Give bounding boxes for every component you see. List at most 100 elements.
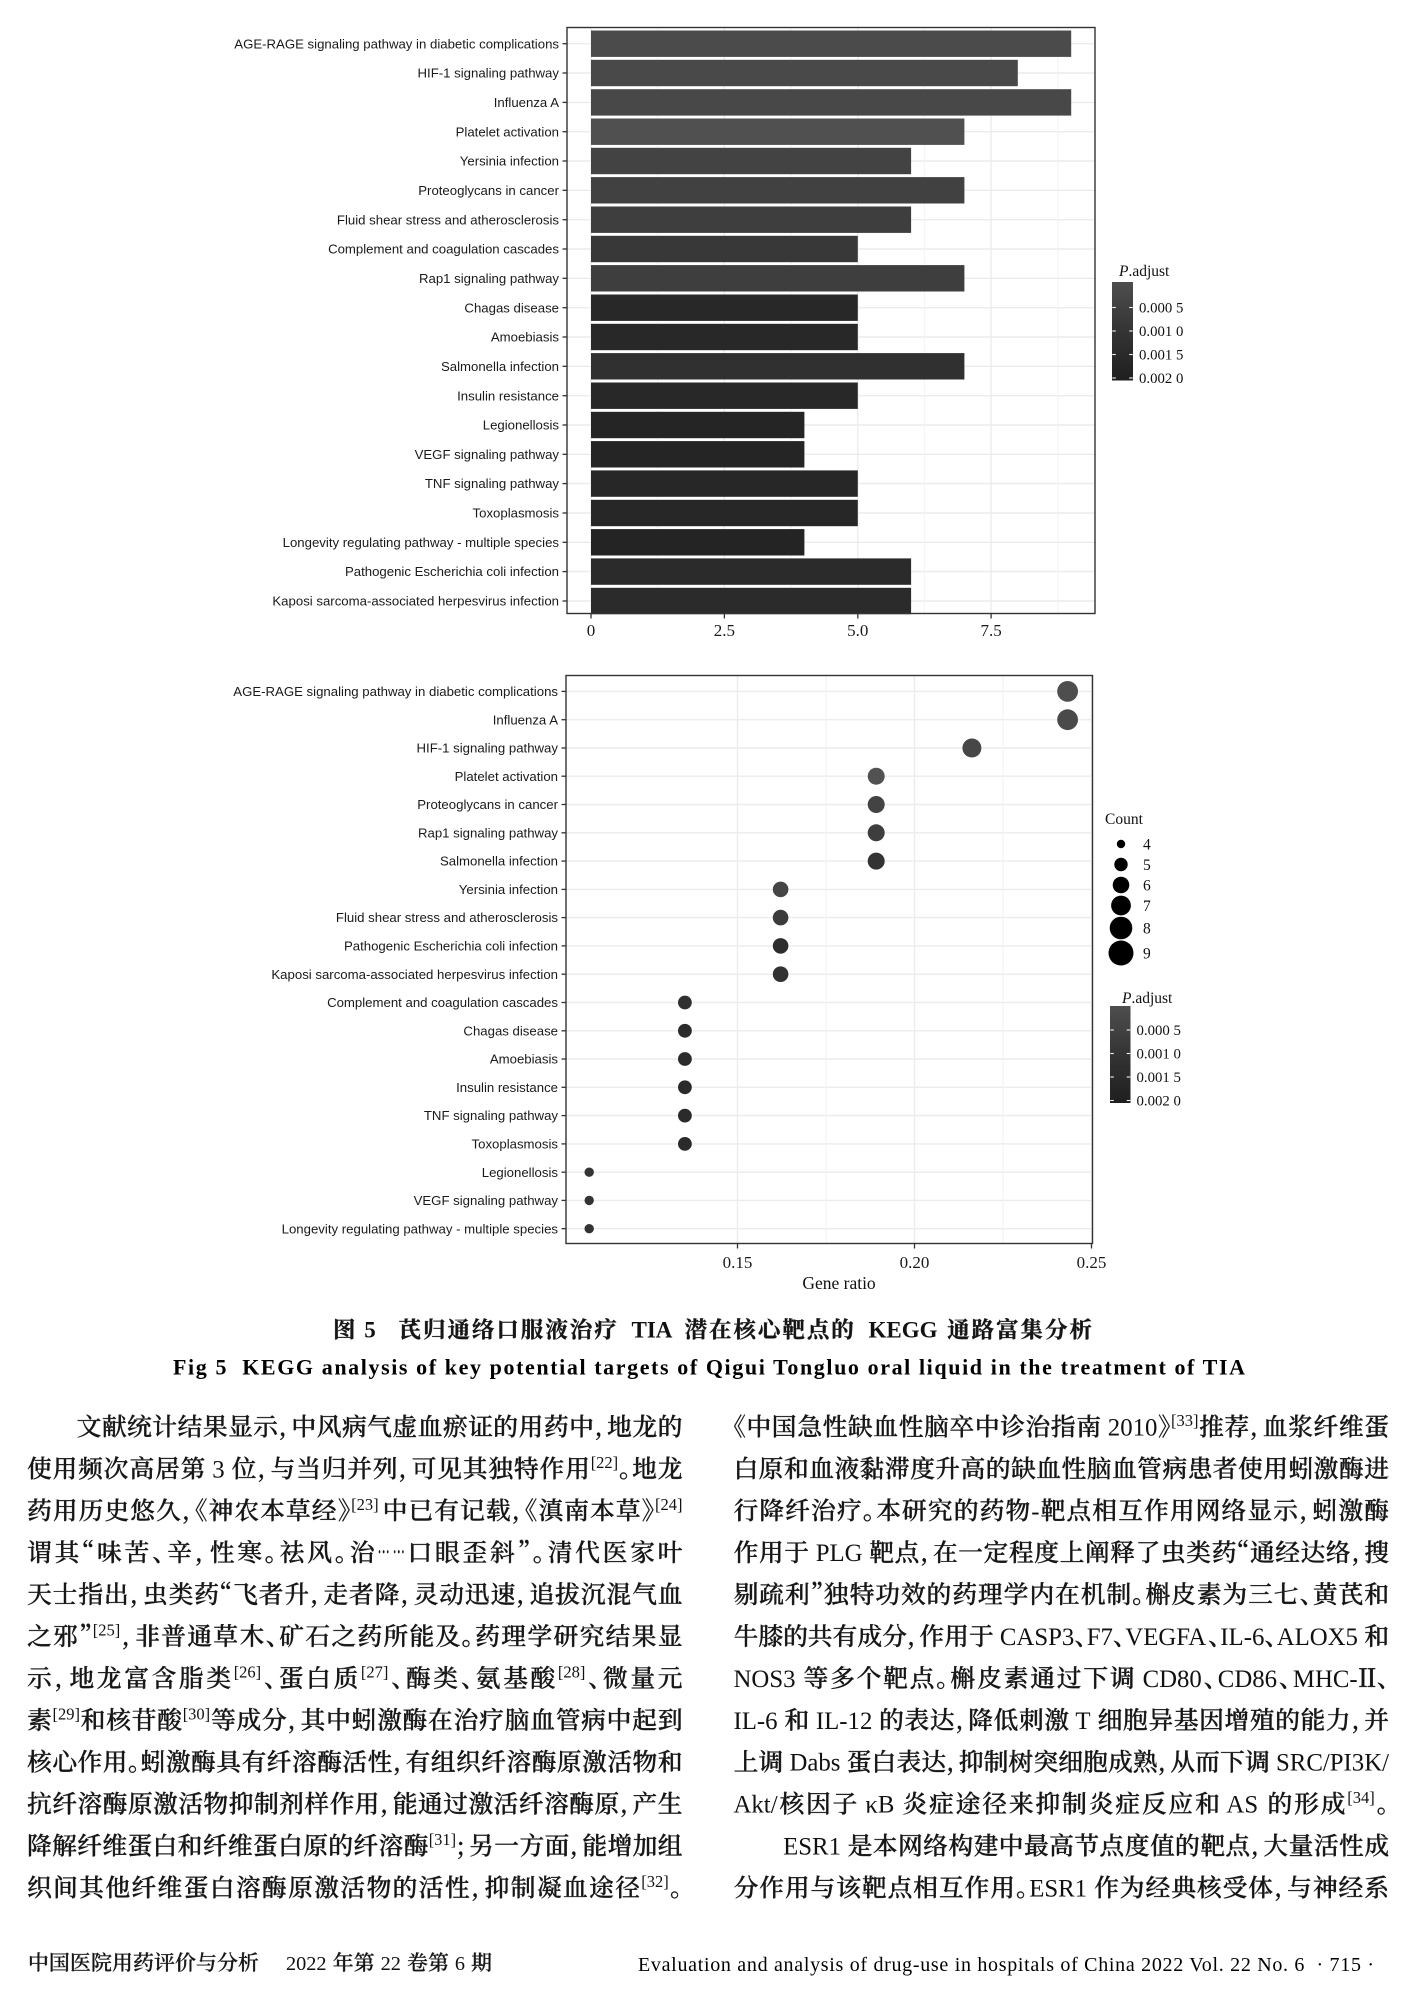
svg-text:[33]: [33] [1171,1411,1199,1430]
svg-text:5: 5 [1143,857,1151,874]
svg-text:CD80: CD80 [1136,1666,1201,1693]
svg-text:[31]: [31] [429,1830,457,1849]
svg-text:[26]: [26] [234,1662,262,1681]
svg-text:[32]: [32] [641,1872,669,1891]
svg-text:CASP3: CASP3 [994,1624,1075,1651]
svg-text:VEGFA: VEGFA [1125,1624,1206,1651]
svg-text:[34]: [34] [1347,1788,1375,1807]
svg-text:Legionellosis: Legionellosis [483,418,560,433]
svg-text:0.15: 0.15 [723,1253,753,1272]
svg-text:2.5: 2.5 [714,621,735,640]
svg-text:[27]: [27] [361,1662,389,1681]
svg-text:[25]: [25] [93,1621,121,1640]
svg-text:Proteoglycans in cancer: Proteoglycans in cancer [418,183,559,198]
svg-text:[30]: [30] [183,1704,211,1723]
svg-text:Pathogenic Escherichia coli in: Pathogenic Escherichia coli infection [344,939,558,954]
svg-text:VEGF signaling pathway: VEGF signaling pathway [414,1193,559,1208]
svg-text:Insulin resistance: Insulin resistance [457,388,559,403]
svg-text:AS: AS [1222,1792,1265,1819]
svg-text:Kaposi sarcoma-associated herp: Kaposi sarcoma-associated herpesvirus in… [272,594,559,609]
svg-text:Platelet activation: Platelet activation [456,124,559,139]
svg-text:ESR1: ESR1 [1029,1875,1093,1902]
svg-text:P.adjust: P.adjust [1121,990,1173,1007]
svg-text:Salmonella infection: Salmonella infection [440,854,558,869]
svg-text:0.001 0: 0.001 0 [1139,324,1183,340]
svg-text:Chagas disease: Chagas disease [464,300,559,315]
svg-text:Amoebiasis: Amoebiasis [490,1052,559,1067]
svg-text:HIF-1 signaling pathway: HIF-1 signaling pathway [417,741,559,756]
svg-text:0.000 5: 0.000 5 [1139,301,1183,317]
svg-text:0.002 0: 0.002 0 [1139,371,1183,387]
svg-text:NOS3: NOS3 [734,1666,802,1693]
svg-text:CD86: CD86 [1218,1666,1277,1693]
svg-text:SRC/PI3K/: SRC/PI3K/ [1270,1750,1389,1777]
svg-text:Toxoplasmosis: Toxoplasmosis [473,506,560,521]
svg-text:4: 4 [1143,836,1151,853]
svg-text:6: 6 [455,1953,465,1975]
svg-text:Fluid shear stress and atheros: Fluid shear stress and atherosclerosis [336,910,558,925]
svg-text:Influenza A: Influenza A [494,95,559,110]
svg-text:MHC-: MHC- [1293,1666,1358,1693]
svg-text:5: 5 [364,1318,376,1343]
svg-text:TNF signaling pathway: TNF signaling pathway [424,1108,559,1123]
svg-text:[22]: [22] [591,1453,619,1472]
svg-text:5.0: 5.0 [847,621,868,640]
svg-text:AGE-RAGE signaling pathway in: AGE-RAGE signaling pathway in diabetic c… [233,684,558,699]
svg-text:IL-6: IL-6 [1220,1624,1264,1651]
svg-text:Longevity regulating pathway -: Longevity regulating pathway - multiple … [282,1221,559,1236]
svg-text:Fig 5 KEGG analysis of key po: Fig 5 KEGG analysis of key potential tar… [173,1355,1245,1380]
svg-text:7: 7 [1143,898,1151,915]
svg-text:Evaluation and analysis of dru: Evaluation and analysis of drug-use in h… [638,1954,1374,1976]
svg-text:PLG: PLG [810,1540,869,1567]
svg-text:0.20: 0.20 [900,1253,930,1272]
svg-text:Longevity regulating pathway -: Longevity regulating pathway - multiple … [283,535,560,550]
svg-text:2010: 2010 [1102,1415,1158,1442]
svg-text:Salmonella infection: Salmonella infection [441,359,559,374]
svg-text:0.001 5: 0.001 5 [1137,1070,1181,1086]
svg-text:0.001 0: 0.001 0 [1137,1047,1181,1063]
svg-text:P.adjust: P.adjust [1118,263,1170,280]
svg-text:22: 22 [381,1953,401,1975]
svg-text:Complement and coagulation cas: Complement and coagulation cascades [328,242,559,257]
svg-text:Platelet activation: Platelet activation [455,769,558,784]
svg-text:[24]: [24] [655,1495,683,1514]
svg-text:Rap1 signaling pathway: Rap1 signaling pathway [419,271,559,286]
svg-text:Chagas disease: Chagas disease [463,1023,558,1038]
svg-text:8: 8 [1143,920,1151,937]
svg-text:κB: κB [859,1792,900,1819]
svg-text:Yersinia infection: Yersinia infection [459,882,558,897]
svg-text:9: 9 [1143,945,1151,962]
svg-text:ESR1: ESR1 [783,1834,847,1861]
svg-text:0: 0 [587,621,596,640]
svg-text:7.5: 7.5 [980,621,1001,640]
svg-text:IL-6: IL-6 [734,1708,784,1735]
svg-text:T: T [1070,1708,1097,1735]
svg-text:0.001 5: 0.001 5 [1139,348,1183,364]
svg-text:-: - [1031,1498,1039,1525]
svg-text:TNF signaling pathway: TNF signaling pathway [425,476,560,491]
svg-text:[28]: [28] [558,1662,586,1681]
svg-text:6: 6 [1143,877,1151,894]
svg-text:0.25: 0.25 [1077,1253,1107,1272]
svg-text:[29]: [29] [53,1704,81,1723]
svg-text:Amoebiasis: Amoebiasis [491,330,560,345]
svg-text:Yersinia infection: Yersinia infection [460,154,559,169]
svg-text:TIA: TIA [632,1318,673,1343]
svg-text:Toxoplasmosis: Toxoplasmosis [472,1137,559,1152]
svg-text:Dabs: Dabs [783,1750,846,1777]
svg-text:Akt/: Akt/ [734,1792,778,1819]
svg-text:2022: 2022 [286,1953,327,1975]
svg-text:HIF-1 signaling pathway: HIF-1 signaling pathway [418,66,560,81]
svg-text:0.000 5: 0.000 5 [1137,1023,1181,1039]
svg-text:[23]: [23] [351,1495,379,1514]
svg-text:Proteoglycans in cancer: Proteoglycans in cancer [417,797,558,812]
svg-text:Gene ratio: Gene ratio [802,1273,876,1293]
svg-text:F7: F7 [1087,1624,1113,1651]
svg-text:Fluid shear stress and atheros: Fluid shear stress and atherosclerosis [337,212,559,227]
svg-text:AGE-RAGE signaling pathway in: AGE-RAGE signaling pathway in diabetic c… [234,36,559,51]
svg-text:ALOX5: ALOX5 [1277,1624,1364,1651]
svg-text:Insulin resistance: Insulin resistance [456,1080,558,1095]
svg-text:0.002 0: 0.002 0 [1137,1094,1181,1110]
svg-text:Rap1 signaling pathway: Rap1 signaling pathway [418,825,558,840]
svg-text:KEGG: KEGG [869,1318,938,1343]
